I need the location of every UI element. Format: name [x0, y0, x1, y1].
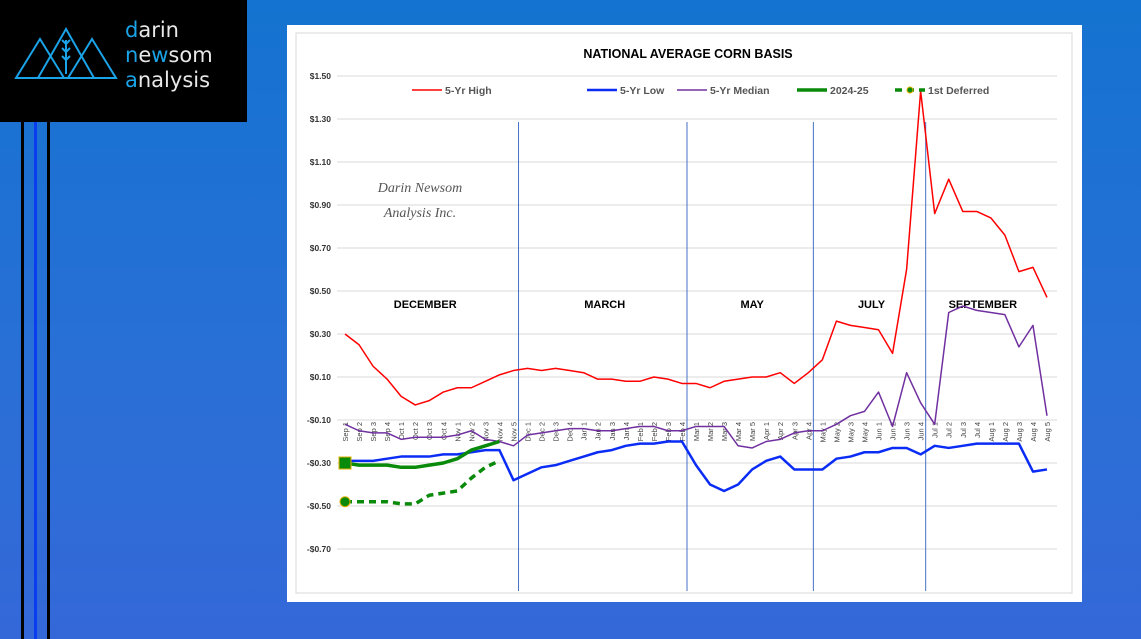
- legend-label: 2024-25: [830, 85, 869, 97]
- series-marker: [338, 456, 352, 470]
- series-line-5-yr-median: [344, 305, 1048, 449]
- x-tick-label: May 1: [818, 422, 827, 442]
- y-tick-label: $1.50: [310, 71, 332, 81]
- series-line-2024-25: [344, 439, 500, 470]
- chart-title: NATIONAL AVERAGE CORN BASIS: [583, 47, 792, 61]
- x-tick-label: Mar 3: [720, 422, 729, 441]
- x-tick-label: Oct 2: [411, 422, 420, 440]
- contract-label: SEPTEMBER: [949, 299, 1018, 311]
- x-tick-label: May 2: [832, 422, 841, 442]
- y-tick-label: $0.50: [310, 286, 332, 296]
- x-tick-label: Nov 4: [495, 422, 504, 442]
- chart-card: NATIONAL AVERAGE CORN BASIS $1.50 $1.30 $1…: [287, 25, 1082, 602]
- x-tick-label: Oct 4: [439, 422, 448, 440]
- x-tick-label: Nov 3: [481, 422, 490, 442]
- y-tick-label: $0.10: [310, 372, 332, 382]
- watermark-line-2: Analysis Inc.: [383, 206, 456, 221]
- x-tick-label: Jan 4: [622, 422, 631, 440]
- x-tick-label: Aug 5: [1043, 422, 1052, 442]
- x-tick-label: Aug 1: [987, 422, 996, 442]
- contract-label: MAY: [740, 299, 764, 311]
- x-tick-label: Mar 5: [748, 422, 757, 441]
- x-tick-label: Oct 1: [397, 422, 406, 440]
- x-tick-label: Apr 3: [790, 422, 799, 440]
- y-tick-label: $0.70: [310, 243, 332, 253]
- legend-label: 5-Yr Low: [620, 85, 665, 97]
- chart-border: [295, 32, 1073, 594]
- x-tick-label: Jul 3: [959, 422, 968, 438]
- x-tick-label: Sep 3: [369, 422, 378, 442]
- x-tick-label: Apr 1: [762, 422, 771, 440]
- x-tick-label: Sep 4: [383, 422, 392, 442]
- x-tick-label: Jan 1: [580, 422, 589, 440]
- y-tick-label: -$0.30: [307, 458, 331, 468]
- y-tick-label: -$0.50: [307, 501, 331, 511]
- x-tick-label: Jun 2: [889, 422, 898, 440]
- x-tick-label: Jul 4: [973, 422, 982, 438]
- decor-line: [21, 122, 24, 639]
- contract-label: JULY: [858, 299, 886, 311]
- x-tick-label: Dec 4: [566, 422, 575, 442]
- series-marker: [339, 496, 351, 508]
- x-tick-label: Apr 2: [776, 422, 785, 440]
- corn-basis-chart: NATIONAL AVERAGE CORN BASIS $1.50 $1.30 $1…: [295, 32, 1073, 594]
- x-tick-label: Jun 1: [875, 422, 884, 440]
- x-tick-label: May 3: [846, 422, 855, 442]
- x-tick-label: Jul 1: [931, 422, 940, 438]
- x-tick-label: Jun 3: [903, 422, 912, 440]
- legend-label: 5-Yr High: [445, 85, 492, 97]
- contract-label: DECEMBER: [394, 299, 457, 311]
- series-line-1st-deferred: [345, 459, 501, 506]
- x-tick-label: Aug 3: [1015, 422, 1024, 442]
- x-tick-label: Dec 2: [538, 422, 547, 442]
- y-tick-label: $0.30: [310, 329, 332, 339]
- x-tick-label: Dec 1: [524, 422, 533, 442]
- x-tick-label: Sep 2: [355, 422, 364, 442]
- x-tick-label: Mar 2: [706, 422, 715, 441]
- y-tick-label: -$0.10: [307, 415, 331, 425]
- x-tick-label: Dec 3: [552, 422, 561, 442]
- y-tick-label: -$0.70: [307, 544, 331, 554]
- x-tick-label: Mar 4: [734, 422, 743, 441]
- x-tick-label: Oct 3: [425, 422, 434, 440]
- watermark-line-1: Darin Newsom: [377, 181, 462, 196]
- y-tick-label: $0.90: [310, 200, 332, 210]
- decor-line: [34, 122, 37, 639]
- series-line-5-yr-low: [345, 440, 1048, 493]
- company-logo: darin newsom analysis: [0, 0, 247, 122]
- x-tick-label: Mar 1: [692, 422, 701, 441]
- x-tick-label: Feb 1: [636, 422, 645, 441]
- mountain-wheat-icon: [14, 26, 118, 79]
- legend-label: 1st Deferred: [928, 85, 989, 97]
- x-tick-label: Nov 5: [509, 422, 518, 442]
- x-tick-label: Aug 2: [1001, 422, 1010, 442]
- x-tick-label: May 4: [860, 422, 869, 442]
- x-tick-label: Jul 2: [945, 422, 954, 438]
- series-line-5-yr-high: [344, 90, 1048, 406]
- legend-label: 5-Yr Median: [710, 85, 770, 97]
- x-tick-label: Feb 4: [678, 422, 687, 441]
- logo-text: darin newsom analysis: [125, 18, 213, 92]
- x-tick-label: Sep 1: [341, 422, 350, 442]
- y-tick-label: $1.30: [310, 114, 332, 124]
- x-tick-label: Feb 2: [650, 422, 659, 441]
- decor-line: [47, 122, 50, 639]
- x-tick-label: Feb 3: [664, 422, 673, 441]
- contract-label: MARCH: [584, 299, 625, 311]
- x-tick-label: Nov 1: [453, 422, 462, 442]
- x-tick-label: Aug 4: [1029, 422, 1038, 442]
- x-tick-label: Jun 4: [917, 422, 926, 440]
- y-tick-label: $1.10: [310, 157, 332, 167]
- legend-marker: [906, 86, 914, 94]
